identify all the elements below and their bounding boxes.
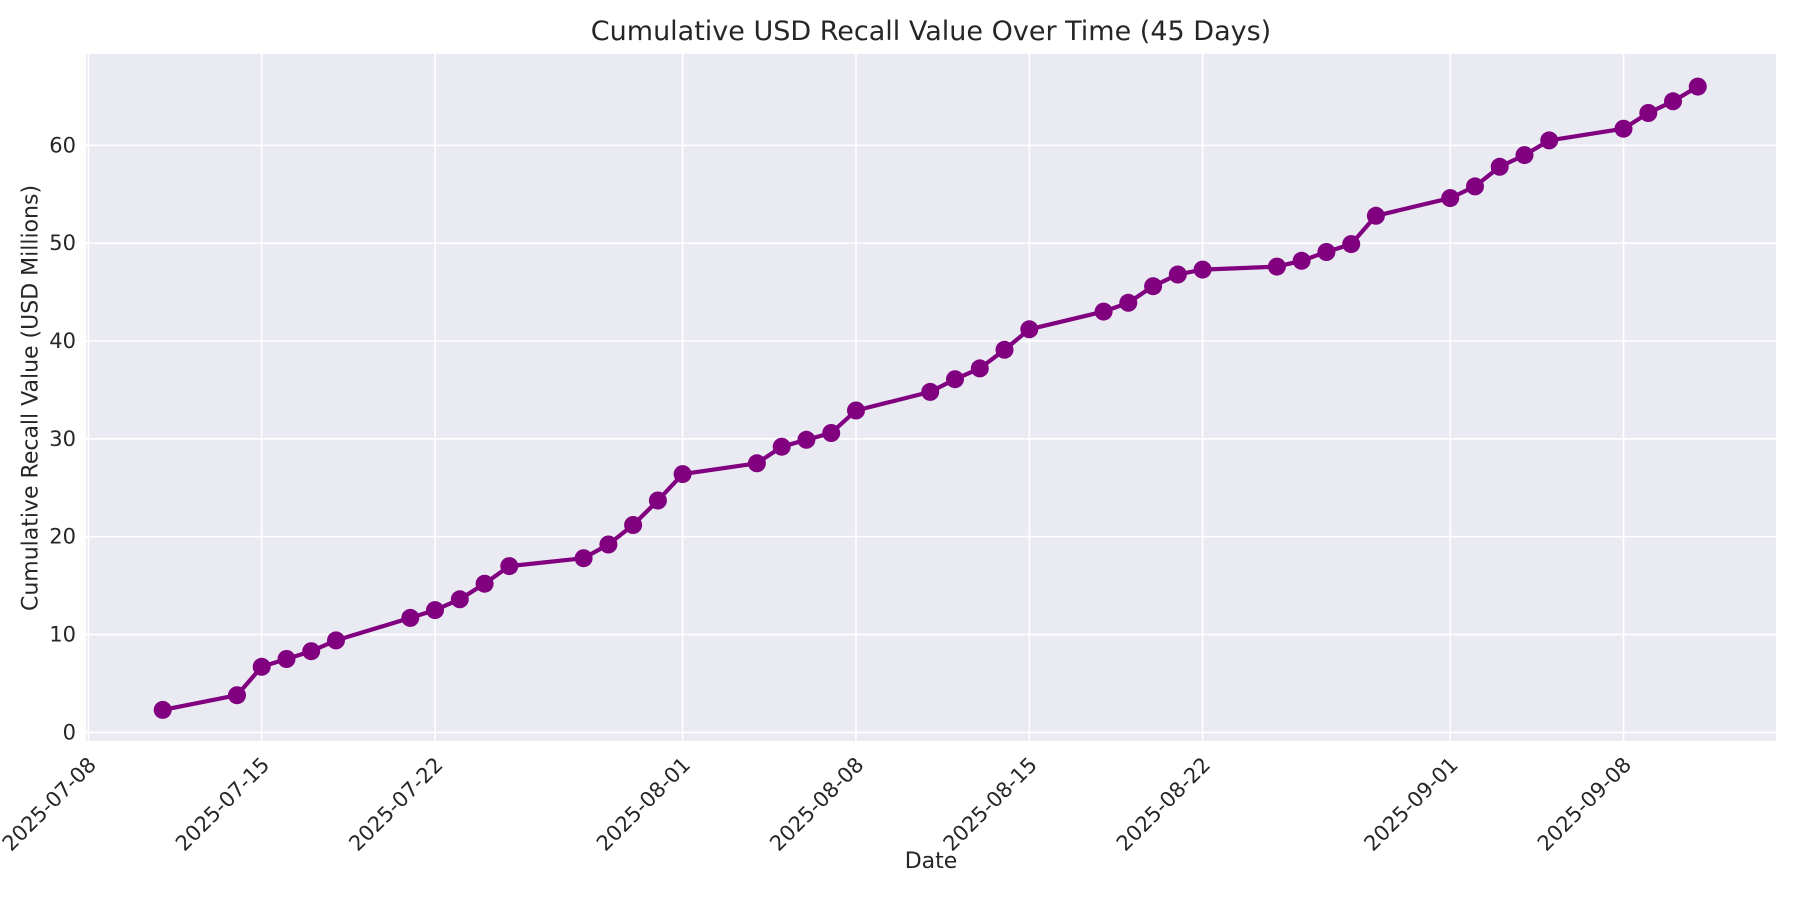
data-point bbox=[1342, 235, 1361, 254]
series-line bbox=[153, 77, 1707, 719]
data-point bbox=[252, 657, 271, 676]
chart-title: Cumulative USD Recall Value Over Time (4… bbox=[590, 16, 1272, 47]
y-tick-label: 0 bbox=[63, 720, 76, 744]
x-tick-labels: 2025-07-08 2025-07-15 2025-07-22 2025-08-01… bbox=[0, 753, 1636, 856]
x-tick-label: 2025-07-22 bbox=[344, 753, 447, 856]
data-point bbox=[995, 340, 1014, 359]
data-point bbox=[1292, 251, 1311, 270]
data-point bbox=[797, 430, 816, 449]
data-point bbox=[1614, 119, 1633, 138]
x-tick-label: 2025-07-08 bbox=[0, 753, 101, 856]
x-tick-label: 2025-08-01 bbox=[592, 753, 695, 856]
data-point bbox=[1441, 189, 1460, 208]
data-point bbox=[1540, 131, 1559, 150]
gridlines bbox=[86, 54, 1776, 741]
data-point bbox=[1490, 157, 1509, 176]
data-point bbox=[1119, 293, 1138, 312]
y-tick-labels: 0 10 20 30 40 50 60 bbox=[49, 133, 76, 744]
data-point bbox=[648, 491, 667, 510]
x-axis-label: Date bbox=[904, 849, 958, 874]
data-point bbox=[401, 608, 420, 627]
data-point bbox=[822, 424, 841, 442]
x-tick-label: 2025-08-15 bbox=[939, 753, 1042, 856]
data-point bbox=[302, 642, 321, 661]
y-tick-label: 60 bbox=[49, 133, 76, 157]
data-point bbox=[1639, 104, 1658, 122]
data-point bbox=[1664, 92, 1682, 111]
data-point bbox=[277, 650, 296, 668]
data-point bbox=[1317, 243, 1336, 261]
data-point bbox=[747, 454, 766, 473]
data-point bbox=[847, 401, 865, 420]
data-point bbox=[772, 437, 791, 456]
x-tick-label: 2025-08-08 bbox=[765, 753, 868, 856]
data-point bbox=[228, 686, 246, 705]
data-point bbox=[1193, 260, 1212, 279]
x-tick-label: 2025-07-15 bbox=[171, 753, 274, 856]
data-point bbox=[1688, 77, 1707, 96]
data-point bbox=[673, 465, 692, 484]
data-point bbox=[500, 557, 519, 576]
data-point bbox=[450, 590, 469, 609]
data-point bbox=[921, 382, 940, 401]
data-point bbox=[599, 535, 618, 554]
data-point bbox=[1020, 320, 1039, 339]
data-point bbox=[1144, 277, 1163, 296]
x-tick-label: 2025-08-22 bbox=[1112, 753, 1215, 856]
x-tick-label: 2025-09-08 bbox=[1533, 753, 1636, 856]
x-tick-label: 2025-09-01 bbox=[1359, 753, 1462, 856]
data-point bbox=[574, 549, 593, 568]
data-point bbox=[1094, 302, 1113, 321]
data-point bbox=[426, 601, 444, 620]
y-tick-label: 50 bbox=[49, 231, 76, 255]
y-tick-label: 20 bbox=[49, 525, 76, 549]
data-point bbox=[1168, 265, 1187, 284]
data-point bbox=[970, 359, 989, 378]
data-point bbox=[327, 631, 345, 650]
data-point bbox=[1267, 257, 1286, 276]
y-tick-label: 10 bbox=[49, 623, 76, 647]
y-tick-label: 40 bbox=[49, 329, 76, 353]
data-point bbox=[624, 516, 643, 534]
data-point bbox=[946, 370, 964, 389]
data-point bbox=[153, 700, 172, 719]
data-point bbox=[1515, 146, 1534, 165]
data-point bbox=[1366, 206, 1385, 225]
y-tick-label: 30 bbox=[49, 427, 76, 451]
data-point bbox=[475, 574, 494, 593]
data-point bbox=[1466, 177, 1484, 196]
